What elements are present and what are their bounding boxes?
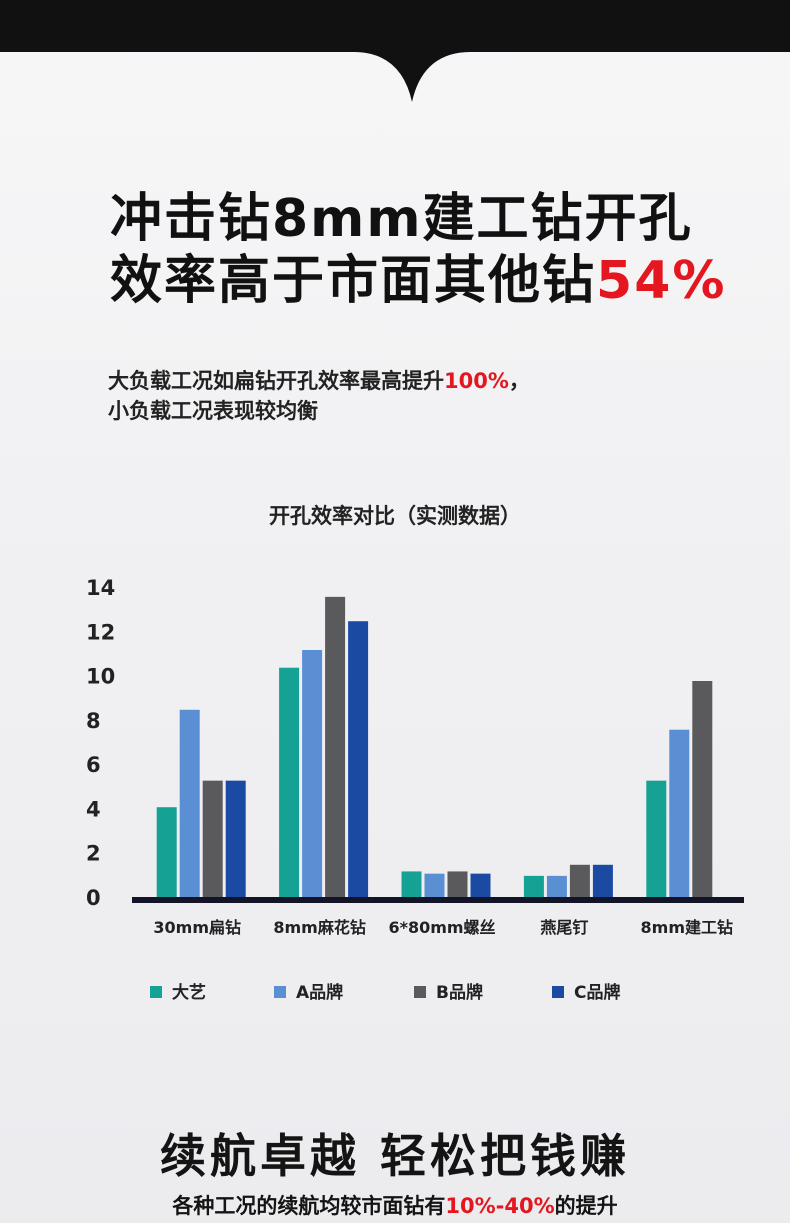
- y-tick-label: 14: [86, 576, 115, 600]
- legend-label: A品牌: [296, 982, 343, 1003]
- headline-accent-percent: 54%: [596, 251, 727, 311]
- bar-1-5: [646, 780, 667, 898]
- bar-1-4: [523, 875, 544, 898]
- y-tick-label: 4: [86, 797, 101, 821]
- y-tick-label: 0: [86, 886, 101, 910]
- bar-1-3: [401, 871, 422, 898]
- bar-3-3: [447, 871, 468, 898]
- footer-accent-range: 10%-40%: [445, 1194, 555, 1218]
- subtitle-line-2: 小负载工况表现较均衡: [108, 399, 318, 423]
- bar-2-1: [179, 709, 200, 898]
- subtitle-line-1-suffix: ，: [508, 369, 530, 393]
- bar-2-4: [546, 875, 567, 898]
- x-tick-label: 6*80mm螺丝: [388, 918, 495, 937]
- bar-3-4: [569, 864, 590, 898]
- bar-chart: 0 2 4 6 8 10 12 14 30mm扁钻 8mm麻花钻 6*80mm螺丝 燕尾钉 8mm建工钻…: [86, 576, 744, 1003]
- legend-label: 大艺: [172, 982, 206, 1003]
- bar-2-5: [669, 729, 690, 898]
- legend-label: B品牌: [436, 982, 483, 1003]
- top-dark-bar: [0, 0, 790, 52]
- headline-line-1: 冲击钻8mm建工钻开孔: [110, 189, 693, 249]
- subtitle-accent-percent: 100%: [444, 369, 509, 393]
- footer-subtitle: 各种工况的续航均较市面钻有10%-40%的提升: [0, 1190, 790, 1220]
- x-tick-label: 8mm建工钻: [641, 918, 733, 937]
- header-notch: [0, 52, 790, 102]
- legend-swatch: [274, 986, 286, 998]
- x-tick-label: 30mm扁钻: [153, 918, 241, 937]
- bar-3-5: [692, 681, 713, 898]
- y-tick-label: 12: [86, 620, 115, 644]
- bar-3-2: [325, 596, 346, 898]
- headline: 冲击钻8mm建工钻开孔 效率高于市面其他钻54%: [110, 188, 750, 312]
- bar-1-1: [156, 807, 177, 898]
- footer-title: 续航卓越 轻松把钱赚: [159, 1129, 630, 1183]
- subtitle: 大负载工况如扁钻开孔效率最高提升100%， 小负载工况表现较均衡: [108, 366, 728, 426]
- bar-4-4: [592, 864, 613, 898]
- headline-line-2: 效率高于市面其他钻54%: [110, 250, 750, 312]
- legend-swatch: [414, 986, 426, 998]
- headline-line-2-text: 效率高于市面其他钻: [110, 251, 597, 311]
- legend-label: C品牌: [574, 982, 620, 1003]
- subtitle-line-1: 大负载工况如扁钻开孔效率最高提升100%，: [108, 366, 728, 396]
- bar-3-1: [202, 780, 223, 898]
- footer-subtitle-text: 各种工况的续航均较市面钻有: [172, 1194, 446, 1218]
- bar-1-2: [279, 667, 300, 898]
- subtitle-line-1-text: 大负载工况如扁钻开孔效率最高提升: [108, 369, 444, 393]
- chart-title: 开孔效率对比（实测数据）: [269, 504, 521, 528]
- y-tick-label: 10: [86, 665, 115, 689]
- x-tick-label: 8mm麻花钻: [273, 918, 365, 937]
- legend-swatch: [552, 986, 564, 998]
- bar-4-2: [348, 621, 369, 898]
- legend-swatch: [150, 986, 162, 998]
- x-axis-line: [132, 897, 744, 903]
- y-tick-label: 2: [86, 842, 101, 866]
- y-tick-label: 6: [86, 753, 101, 777]
- bar-4-3: [470, 873, 491, 898]
- y-tick-label: 8: [86, 709, 101, 733]
- x-tick-label: 燕尾钉: [540, 918, 588, 937]
- bar-2-3: [424, 873, 445, 898]
- footer-subtitle-suffix: 的提升: [554, 1194, 618, 1218]
- bar-4-1: [225, 780, 246, 898]
- bar-2-2: [302, 650, 323, 898]
